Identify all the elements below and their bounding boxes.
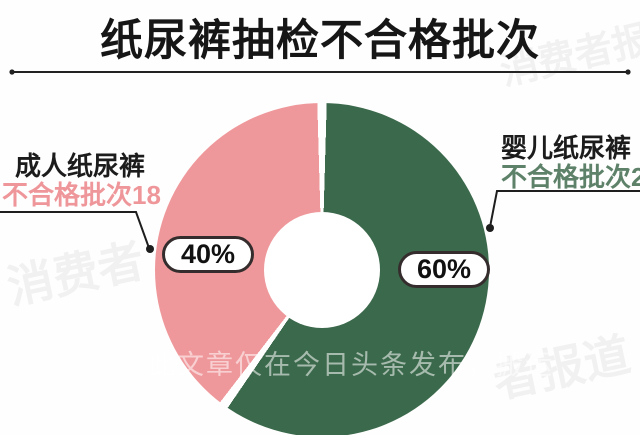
- adult-callout-label: 成人纸尿裤 不合格批次18: [2, 151, 161, 211]
- brand-watermark-mid-left: 消费者: [2, 234, 149, 314]
- baby-leader-line: [489, 190, 640, 228]
- brand-watermark-bottom-right: 者报道: [488, 328, 635, 408]
- baby-category-label: 婴儿纸尿裤: [501, 133, 632, 163]
- baby-leader-dot: [486, 224, 494, 232]
- adult-percent-pill: 40%: [162, 236, 254, 273]
- baby-callout-label: 婴儿纸尿裤 不合格批次27: [501, 133, 640, 193]
- page-title: 纸尿裤抽检不合格批次: [100, 17, 540, 65]
- adult-category-label: 成人纸尿裤: [14, 151, 145, 181]
- baby-failed-batches-label: 不合格批次27: [501, 162, 640, 193]
- donut-hole: [264, 212, 380, 328]
- adult-leader-line: [0, 211, 150, 249]
- adult-failed-batches-label: 不合格批次18: [2, 180, 161, 211]
- baby-percent-pill: 60%: [398, 251, 490, 288]
- adult-leader-dot: [146, 245, 154, 253]
